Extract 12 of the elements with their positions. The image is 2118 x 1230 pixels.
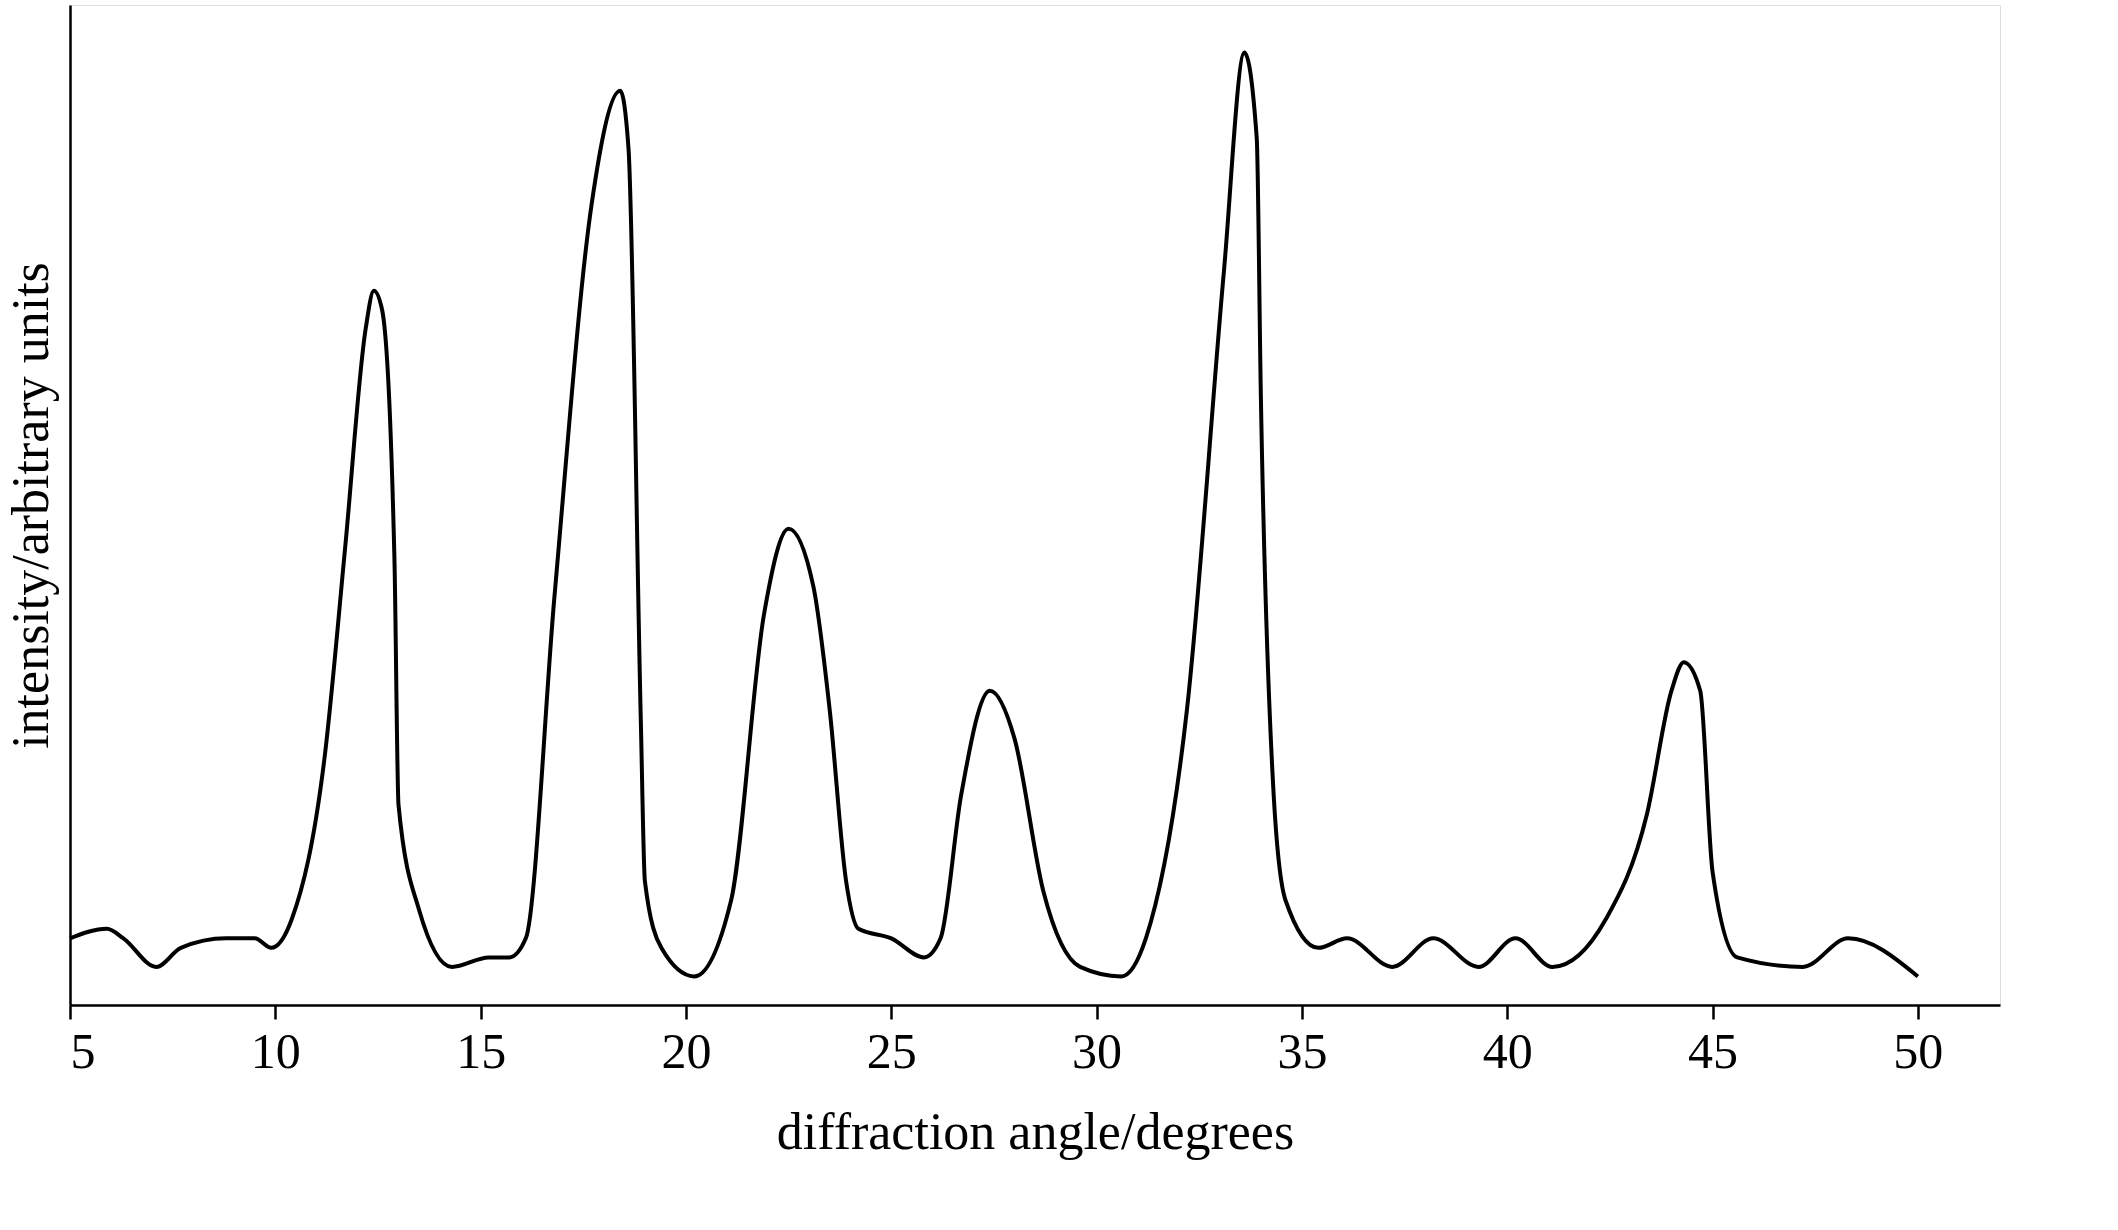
y-axis-title: intensity/arbitrary units bbox=[1, 262, 59, 749]
x-tick-label: 35 bbox=[1277, 1022, 1328, 1079]
x-tick-label: 10 bbox=[250, 1022, 301, 1079]
x-tick-label: 20 bbox=[661, 1022, 712, 1079]
x-tick-label: 40 bbox=[1482, 1022, 1533, 1079]
x-axis-title: diffraction angle/degrees bbox=[776, 1102, 1295, 1160]
x-tick-label: 15 bbox=[456, 1022, 507, 1079]
x-tick-label: 5 bbox=[70, 1022, 96, 1079]
x-tick-label: 50 bbox=[1893, 1022, 1944, 1079]
x-tick-label: 30 bbox=[1072, 1022, 1123, 1079]
x-tick-label: 25 bbox=[866, 1022, 917, 1079]
x-tick-label: 45 bbox=[1688, 1022, 1739, 1079]
